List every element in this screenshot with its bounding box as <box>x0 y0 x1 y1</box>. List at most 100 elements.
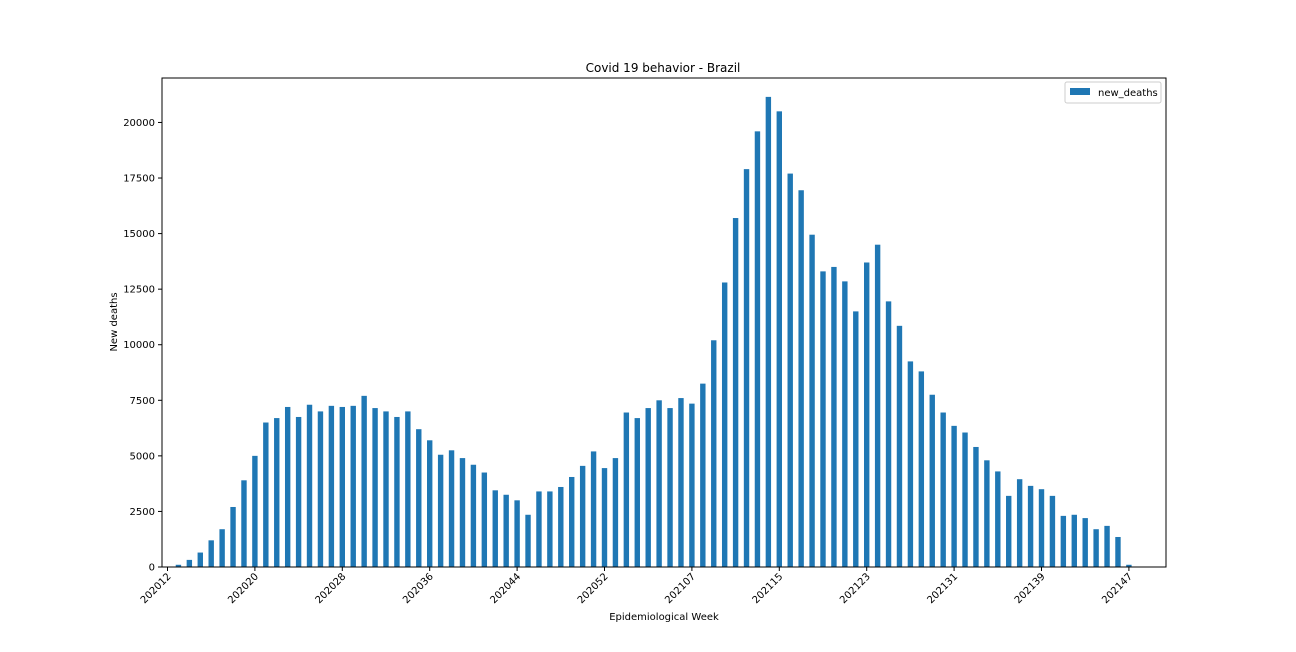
bar <box>394 417 399 567</box>
x-tick-label: 202123 <box>838 571 873 606</box>
bar <box>602 468 607 567</box>
bar <box>700 384 705 567</box>
bar <box>503 495 508 567</box>
bar <box>864 262 869 567</box>
y-tick-label: 5000 <box>130 451 155 462</box>
bar <box>689 404 694 567</box>
x-tick-label: 202107 <box>663 571 698 606</box>
bar <box>569 477 574 567</box>
bar <box>493 490 498 567</box>
bar <box>951 426 956 567</box>
bar <box>711 340 716 567</box>
bar <box>984 460 989 567</box>
bar <box>351 406 356 567</box>
bar <box>886 301 891 567</box>
bar <box>820 271 825 567</box>
bar <box>471 465 476 567</box>
bar <box>1039 489 1044 567</box>
x-tick-label: 202028 <box>314 571 349 606</box>
x-tick-label: 202020 <box>226 571 261 606</box>
bar <box>536 491 541 567</box>
bar <box>656 400 661 567</box>
bar <box>678 398 683 567</box>
x-tick-label: 202012 <box>139 571 174 606</box>
bar <box>809 235 814 567</box>
legend-swatch <box>1070 88 1090 95</box>
plot-frame <box>162 78 1166 567</box>
bar <box>263 423 268 567</box>
bar <box>219 529 224 567</box>
bar <box>1104 526 1109 567</box>
bar <box>482 473 487 567</box>
bar <box>842 281 847 567</box>
x-tick-label: 202044 <box>488 571 523 606</box>
bar <box>1093 529 1098 567</box>
bar <box>853 311 858 567</box>
y-tick-label: 20000 <box>123 118 155 129</box>
bar <box>252 456 257 567</box>
y-tick-label: 17500 <box>123 174 155 185</box>
bar <box>646 408 651 567</box>
y-tick-label: 2500 <box>130 507 155 518</box>
bar <box>318 411 323 567</box>
bar <box>624 413 629 567</box>
bar <box>1050 496 1055 567</box>
bars-group <box>165 97 1132 567</box>
bar <box>766 97 771 567</box>
x-axis-label: Epidemiological Week <box>609 612 719 623</box>
bar <box>591 451 596 567</box>
bar <box>340 407 345 567</box>
bar <box>514 500 519 567</box>
chart-title: Covid 19 behavior - Brazil <box>586 61 741 75</box>
bar <box>361 396 366 567</box>
bar <box>241 480 246 567</box>
bar <box>1115 537 1120 567</box>
bar <box>198 553 203 567</box>
bar <box>383 411 388 567</box>
bar <box>1072 515 1077 567</box>
bar <box>613 458 618 567</box>
x-tick-label: 202036 <box>401 571 436 606</box>
bar <box>547 491 552 567</box>
bar <box>449 450 454 567</box>
bar <box>1083 518 1088 567</box>
x-tick-label: 202139 <box>1013 571 1048 606</box>
bar <box>580 466 585 567</box>
bar <box>755 131 760 567</box>
bar <box>187 560 192 567</box>
bar <box>722 282 727 567</box>
bar <box>372 408 377 567</box>
y-tick-label: 7500 <box>130 396 155 407</box>
bar <box>798 190 803 567</box>
x-tick-label: 202147 <box>1100 571 1135 606</box>
y-tick-label: 12500 <box>123 285 155 296</box>
bar <box>296 417 301 567</box>
bar <box>460 458 465 567</box>
bar <box>744 169 749 567</box>
bar <box>635 418 640 567</box>
bar <box>405 411 410 567</box>
bar <box>1028 486 1033 567</box>
bar <box>307 405 312 567</box>
legend-label: new_deaths <box>1098 88 1158 99</box>
bar <box>285 407 290 567</box>
bar <box>962 433 967 567</box>
bar <box>788 174 793 567</box>
bar <box>329 406 334 567</box>
bar <box>930 395 935 567</box>
legend: new_deaths <box>1065 82 1161 103</box>
x-tick-label: 202115 <box>751 571 786 606</box>
bar <box>1017 479 1022 567</box>
bar <box>831 267 836 567</box>
bar <box>940 413 945 567</box>
bar <box>897 326 902 567</box>
bar <box>919 371 924 567</box>
bar <box>438 455 443 567</box>
bar <box>209 540 214 567</box>
bar <box>274 418 279 567</box>
bar <box>667 408 672 567</box>
